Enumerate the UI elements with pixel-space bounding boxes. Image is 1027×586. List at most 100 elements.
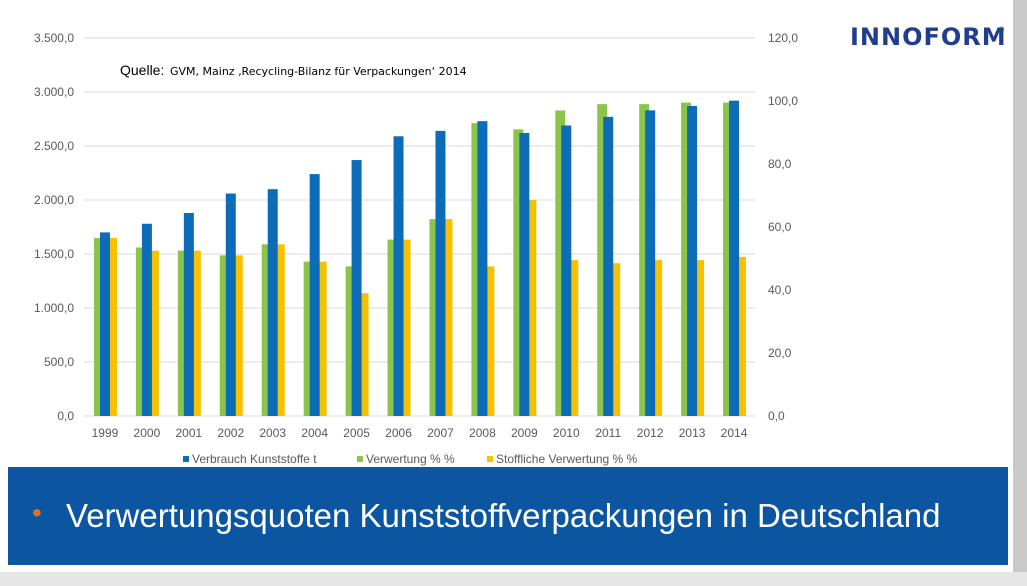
x-tick-label: 2004 [301, 426, 328, 440]
bar-verbrauch [603, 116, 614, 416]
bar-group-2002 [219, 193, 243, 416]
bar-verwertung [471, 123, 482, 417]
bar-stoffliche-verwertung [316, 261, 327, 416]
y-left-tick-label: 3.500,0 [34, 31, 74, 45]
bar-stoffliche-verwertung [568, 260, 579, 416]
bar-group-1999 [93, 232, 117, 416]
bar-stoffliche-verwertung [736, 256, 747, 416]
bar-verwertung [513, 129, 524, 416]
bar-verwertung [555, 110, 566, 416]
bar-verbrauch [351, 160, 362, 416]
legend-swatch [183, 456, 189, 462]
logo: INNOFORM [850, 23, 1007, 51]
bar-group-2000 [135, 223, 159, 416]
legend-label: Stoffliche Verwertung % % [496, 452, 638, 466]
y-right-tick-label: 80,0 [768, 157, 792, 171]
x-axis-ticks: 1999 2000 2001 2002 2003 2004 2005 2006 2007 2008… [92, 426, 748, 440]
bar-group-2006 [387, 136, 411, 416]
x-tick-label: 2002 [217, 426, 244, 440]
window-edge-right [1013, 0, 1027, 586]
legend: Verbrauch Kunststoffe t Verwertung % % Sto… [183, 452, 638, 466]
x-tick-label: 2005 [343, 426, 370, 440]
legend-label: Verwertung % % [366, 452, 455, 466]
bar-verbrauch [309, 174, 320, 416]
title-banner: • Verwertungsquoten Kunststoffverpackung… [8, 467, 1008, 565]
y-right-tick-label: 60,0 [768, 220, 792, 234]
x-tick-label: 2007 [427, 426, 454, 440]
bar-stoffliche-verwertung [106, 238, 117, 416]
x-tick-label: 2000 [134, 426, 161, 440]
bar-stoffliche-verwertung [442, 219, 453, 416]
bar-verbrauch [561, 125, 572, 416]
bar-verbrauch [267, 189, 278, 416]
bar-verwertung [639, 104, 650, 417]
window-edge-bottom [0, 572, 1027, 586]
y-right-tick-label: 40,0 [768, 283, 792, 297]
bar-stoffliche-verwertung [190, 250, 201, 416]
bar-verwertung [219, 255, 230, 416]
bar-group-2014 [723, 100, 747, 416]
y-axis-left-ticks: 0,0 500,0 1.000,0 1.500,0 2.000,0 2.500,0 3.00… [34, 31, 74, 423]
y-left-tick-label: 500,0 [44, 355, 74, 369]
bar-verbrauch [477, 121, 488, 416]
bar-verbrauch [183, 212, 194, 416]
bar-stoffliche-verwertung [484, 266, 495, 416]
bar-verbrauch [225, 193, 236, 416]
bar-group-2010 [555, 110, 579, 416]
bar-group-2012 [639, 104, 663, 417]
bar-verwertung [429, 219, 440, 416]
bar-group-2011 [597, 104, 621, 417]
bar-verwertung [387, 239, 398, 416]
bar-verbrauch [141, 223, 152, 416]
bar-verbrauch [435, 130, 446, 416]
bar-stoffliche-verwertung [694, 260, 705, 416]
x-tick-label: 2009 [511, 426, 538, 440]
bullet: • [32, 497, 42, 528]
source-text: GVM, Mainz ‚Recycling-Bilanz für Verpack… [170, 65, 467, 78]
bar-group-2005 [345, 160, 369, 416]
x-tick-label: 2001 [175, 426, 202, 440]
x-tick-label: 2010 [553, 426, 580, 440]
x-tick-label: 2011 [595, 426, 621, 440]
bar-verwertung [597, 104, 608, 417]
bar-group-2013 [681, 102, 705, 416]
source-lead: Quelle: [120, 62, 164, 78]
y-left-tick-label: 0,0 [57, 409, 74, 423]
y-right-tick-label: 20,0 [768, 346, 792, 360]
bar-stoffliche-verwertung [526, 200, 537, 416]
bars [93, 100, 747, 417]
slide-title: Verwertungsquoten Kunststoffverpackungen… [66, 497, 941, 534]
bar-stoffliche-verwertung [400, 239, 411, 416]
bar-stoffliche-verwertung [232, 255, 243, 416]
y-axis-right-ticks: 0,0 20,0 40,0 60,0 80,0 100,0 120,0 [768, 31, 798, 423]
bar-group-2008 [471, 121, 495, 417]
bar-verwertung [261, 244, 272, 416]
bar-verbrauch [729, 100, 740, 416]
y-left-tick-label: 1.500,0 [34, 247, 74, 261]
bar-verwertung [135, 247, 146, 416]
bar-verbrauch [645, 110, 656, 417]
bar-verwertung [93, 238, 104, 416]
bar-stoffliche-verwertung [610, 263, 621, 416]
x-tick-label: 2013 [679, 426, 706, 440]
legend-swatch [487, 456, 493, 462]
x-tick-label: 2012 [637, 426, 664, 440]
bar-stoffliche-verwertung [652, 260, 663, 416]
y-left-tick-label: 2.000,0 [34, 193, 74, 207]
bar-verbrauch [393, 136, 404, 416]
x-tick-label: 2014 [721, 426, 748, 440]
bar-group-2001 [177, 212, 201, 416]
y-left-tick-label: 2.500,0 [34, 139, 74, 153]
bar-verbrauch [519, 133, 530, 417]
bar-group-2007 [429, 130, 453, 416]
legend-label: Verbrauch Kunststoffe t [192, 452, 317, 466]
bar-group-2003 [261, 189, 285, 416]
bar-verwertung [723, 102, 734, 416]
x-tick-label: 2008 [469, 426, 496, 440]
bar-stoffliche-verwertung [274, 244, 285, 416]
y-right-tick-label: 100,0 [768, 94, 798, 108]
bar-verwertung [681, 102, 692, 416]
y-right-tick-label: 120,0 [768, 31, 798, 45]
bar-verbrauch [687, 106, 698, 416]
